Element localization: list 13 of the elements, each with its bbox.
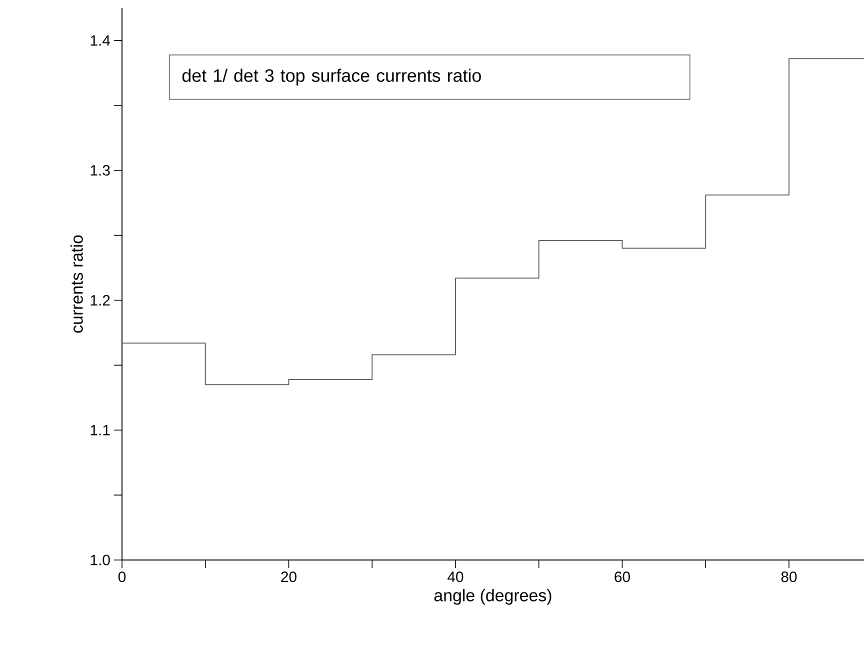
y-tick-label: 1.0 [90,554,110,566]
y-axis-title: currents ratio [70,235,83,333]
y-tick-label: 1.3 [90,165,110,176]
y-tick-label: 1.1 [90,424,110,436]
annotation: det 1/ det 3 top surface currents ratio [182,68,481,86]
x-tick-label: 40 [448,572,464,582]
x-tick-label: 60 [614,572,630,582]
x-axis-title: angle (degrees) [434,588,552,605]
x-tick-label: 0 [118,572,126,582]
y-tick-label: 1.2 [90,295,110,306]
x-tick-label: 80 [781,572,797,582]
y-tick-label: 1.4 [90,35,110,46]
x-tick-label: 20 [281,572,296,582]
